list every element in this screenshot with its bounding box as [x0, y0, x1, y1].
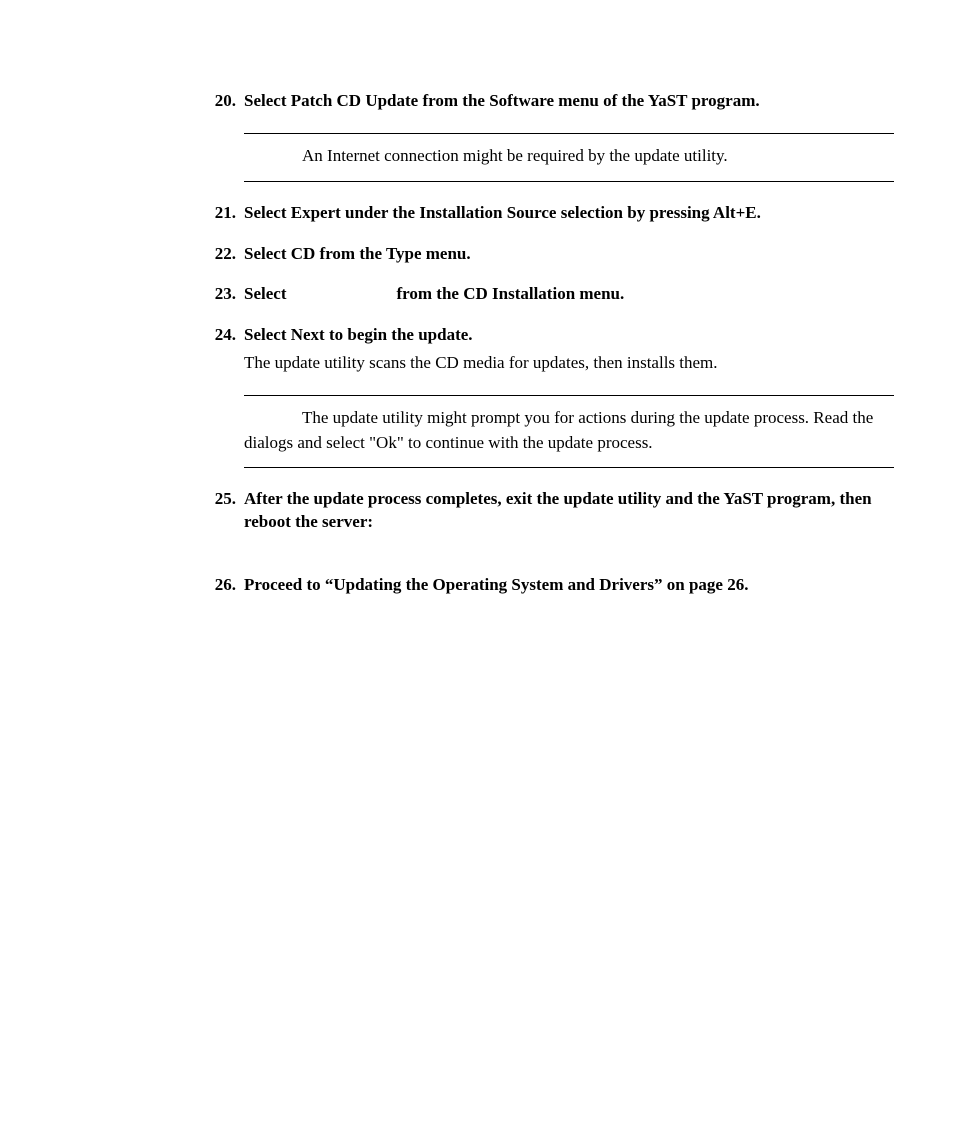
step-number: 22. — [210, 244, 244, 264]
step-22: 22. Select CD from the Type menu. — [210, 243, 894, 266]
step-26: 26. Proceed to “Updating the Operating S… — [210, 574, 894, 597]
step-number: 21. — [210, 203, 244, 223]
step-text-part-b: from the CD Installation menu. — [396, 284, 624, 303]
step-number: 24. — [210, 325, 244, 345]
step-text: Select from the CD Installation menu. — [244, 283, 624, 306]
step-21: 21. Select Expert under the Installation… — [210, 202, 894, 225]
step-number: 26. — [210, 575, 244, 595]
document-page: 20. Select Patch CD Update from the Soft… — [0, 0, 954, 1145]
step-23: 23. Select from the CD Installation menu. — [210, 283, 894, 306]
step-text: Proceed to “Updating the Operating Syste… — [244, 574, 748, 597]
step-24: 24. Select Next to begin the update. The… — [210, 324, 894, 468]
note-box: An Internet connection might be required… — [244, 133, 894, 182]
step-text: Select Expert under the Installation Sou… — [244, 202, 761, 225]
step-number: 23. — [210, 284, 244, 304]
step-text: Select CD from the Type menu. — [244, 243, 471, 266]
note-text: The update utility might prompt you for … — [244, 406, 894, 455]
step-number: 25. — [210, 489, 244, 509]
step-number: 20. — [210, 91, 244, 111]
step-text-part-a: Select — [244, 284, 286, 303]
note-box: The update utility might prompt you for … — [244, 395, 894, 468]
step-text: Select Next to begin the update. — [244, 324, 473, 347]
step-20: 20. Select Patch CD Update from the Soft… — [210, 90, 894, 182]
note-text: An Internet connection might be required… — [244, 144, 894, 169]
step-text: After the update process completes, exit… — [244, 488, 894, 534]
step-25: 25. After the update process completes, … — [210, 488, 894, 534]
step-text: Select Patch CD Update from the Software… — [244, 90, 760, 113]
step-body: The update utility scans the CD media fo… — [244, 351, 894, 375]
